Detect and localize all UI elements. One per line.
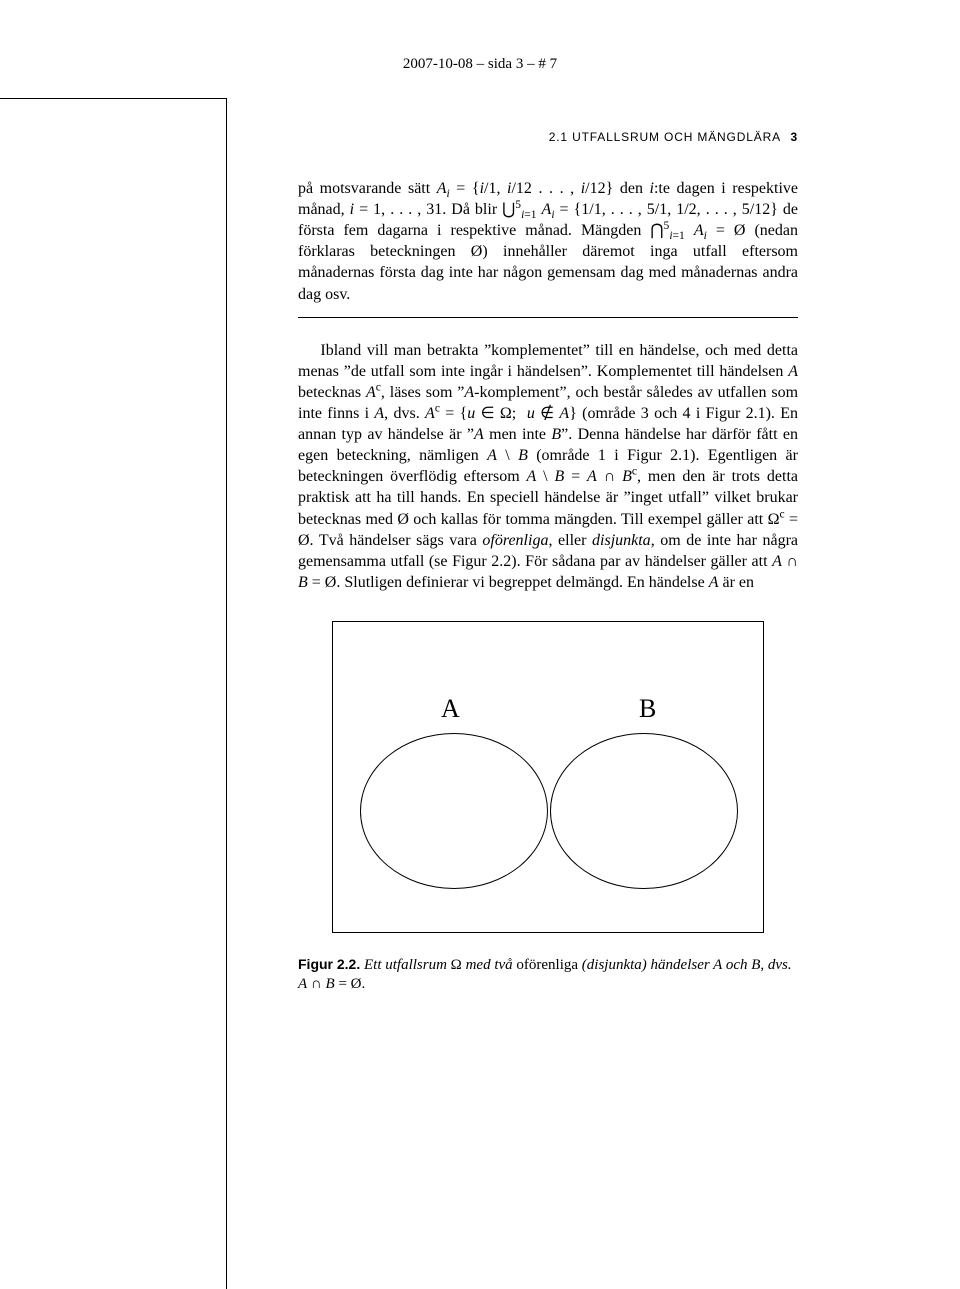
- venn-ellipse: [550, 733, 738, 889]
- venn-ellipse: [360, 733, 548, 889]
- paragraph-1: på motsvarande sätt Ai = {i/1, i/12 . . …: [298, 178, 798, 305]
- venn-label: A: [441, 694, 460, 724]
- page-number: 3: [790, 130, 798, 144]
- figure-caption: Figur 2.2. Ett utfallsrum Ω med två oför…: [298, 955, 798, 995]
- venn-label: B: [639, 694, 656, 724]
- horizontal-rule: [298, 317, 798, 318]
- figure-2-2: AB Figur 2.2. Ett utfallsrum Ω med två o…: [298, 621, 798, 995]
- crop-mark-horizontal: [0, 98, 226, 99]
- body-text: på motsvarande sätt Ai = {i/1, i/12 . . …: [298, 178, 798, 593]
- crop-mark-vertical: [226, 98, 227, 1289]
- section-title: 2.1 UTFALLSRUM OCH MÄNGDLÄRA: [549, 130, 781, 144]
- paragraph-2: Ibland vill man betrakta ”komplementet” …: [298, 340, 798, 593]
- page-body: 2.1 UTFALLSRUM OCH MÄNGDLÄRA 3 på motsva…: [298, 130, 798, 1021]
- venn-diagram-box: AB: [332, 621, 764, 933]
- page-header: 2007-10-08 – sida 3 – # 7: [0, 56, 960, 73]
- running-head: 2.1 UTFALLSRUM OCH MÄNGDLÄRA 3: [298, 130, 798, 144]
